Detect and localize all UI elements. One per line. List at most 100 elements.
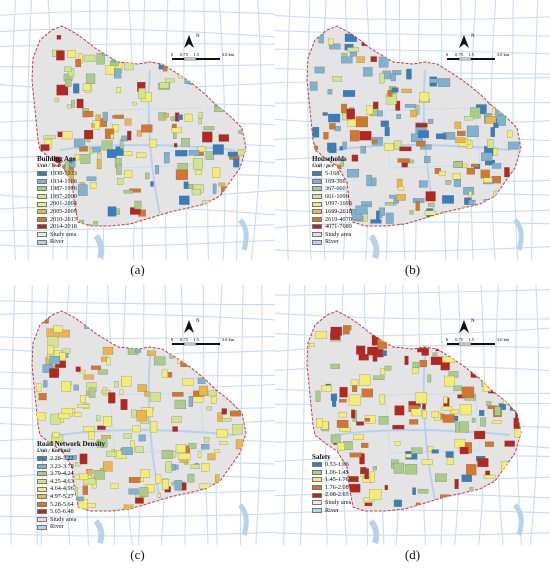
parcel [359,453,365,465]
legend-label: 3.79-4.24 [50,470,74,478]
parcel [419,91,430,102]
parcel [463,186,475,195]
parcel [210,78,221,83]
parcel [370,219,382,224]
legend-item: 1930-1933 [37,170,77,178]
parcel [349,452,362,458]
parcel [116,164,122,175]
parcel [399,146,412,152]
map-canvas [275,0,550,260]
legend-item: Study area [312,499,351,507]
legend-swatch [37,186,47,192]
parcel [415,200,420,211]
parcel [77,184,88,196]
parcel [83,374,94,380]
north-label: N [471,319,475,324]
parcel [197,377,206,384]
legend-title: Safety [312,453,331,461]
parcel [96,439,108,448]
parcel [473,322,486,330]
legend-swatch [37,239,47,245]
scale-bar: 0 0.75 1.5 3.0 km [445,50,550,64]
parcel [342,90,356,97]
legend-item: 1.45-1.76 [312,476,351,484]
parcel [86,73,96,85]
parcel [516,406,521,411]
parcel [232,424,243,435]
legend-item: 661-1096 [312,193,352,201]
legend-swatch [37,201,47,207]
parcel [171,127,183,133]
parcel [232,492,240,503]
legend-item: River [312,238,352,246]
parcel [172,392,184,397]
parcel [349,130,360,142]
parcel [444,375,455,387]
parcel [197,451,202,459]
legend-item: 2001-2004 [37,200,77,208]
svg-text:0.75: 0.75 [455,337,464,342]
parcel [353,434,365,441]
parcel [152,42,157,54]
legend-label: 1934-1986 [50,177,77,185]
map-panel-3: N 0 0.75 1.5 3.0 km Road Network Density Unit … [0,285,275,570]
parcel [421,348,429,356]
parcel [73,83,80,94]
svg-text:3.0 km: 3.0 km [222,337,235,342]
parcel [334,126,341,132]
parcel [49,368,60,378]
parcel [355,205,368,215]
parcel [225,89,230,101]
parcel [91,365,101,370]
parcel [221,408,227,415]
parcel [499,357,505,364]
parcel [424,155,431,164]
parcel [66,104,72,109]
parcel [379,207,385,216]
legend-item: 4.25-4.63 [37,478,105,486]
parcel [422,403,426,410]
parcel [361,35,372,47]
parcel [417,488,429,494]
parcel [483,177,493,183]
parcel [450,323,455,327]
parcel [141,124,153,133]
parcel [197,146,206,152]
parcel [110,483,119,489]
parcel [212,183,217,194]
parcel [191,188,201,196]
legend-unit: Unit / pce [312,163,334,169]
parcel [157,493,162,498]
parcel [159,82,170,89]
parcel [462,359,472,364]
legend-label: 1997-2000 [50,192,77,200]
parcel [384,126,390,137]
parcel [123,151,133,156]
parcel [453,161,463,168]
parcel [222,63,230,69]
parcel [376,110,383,117]
parcel [214,93,224,104]
legend-swatch [312,492,322,498]
parcel [210,213,222,225]
parcel [474,498,482,507]
parcel [336,419,349,428]
legend-item: 3.23-3.78 [37,463,105,471]
legend-title: Households [312,155,347,163]
parcel [62,348,71,354]
parcel [179,195,190,205]
parcel [365,105,374,115]
legend-item: 2619-4070 [312,216,352,224]
parcel [471,163,480,168]
parcel [409,41,419,48]
legend-item: Study area [37,231,77,239]
parcel [230,355,236,365]
parcel [395,100,401,111]
legend-item: 2.28-3.22 [37,455,105,463]
legend-item: 1097-1698 [312,200,352,208]
parcel [134,342,141,353]
parcel [481,152,493,162]
parcel [515,396,521,403]
parcel [111,52,116,63]
parcel [107,329,117,340]
